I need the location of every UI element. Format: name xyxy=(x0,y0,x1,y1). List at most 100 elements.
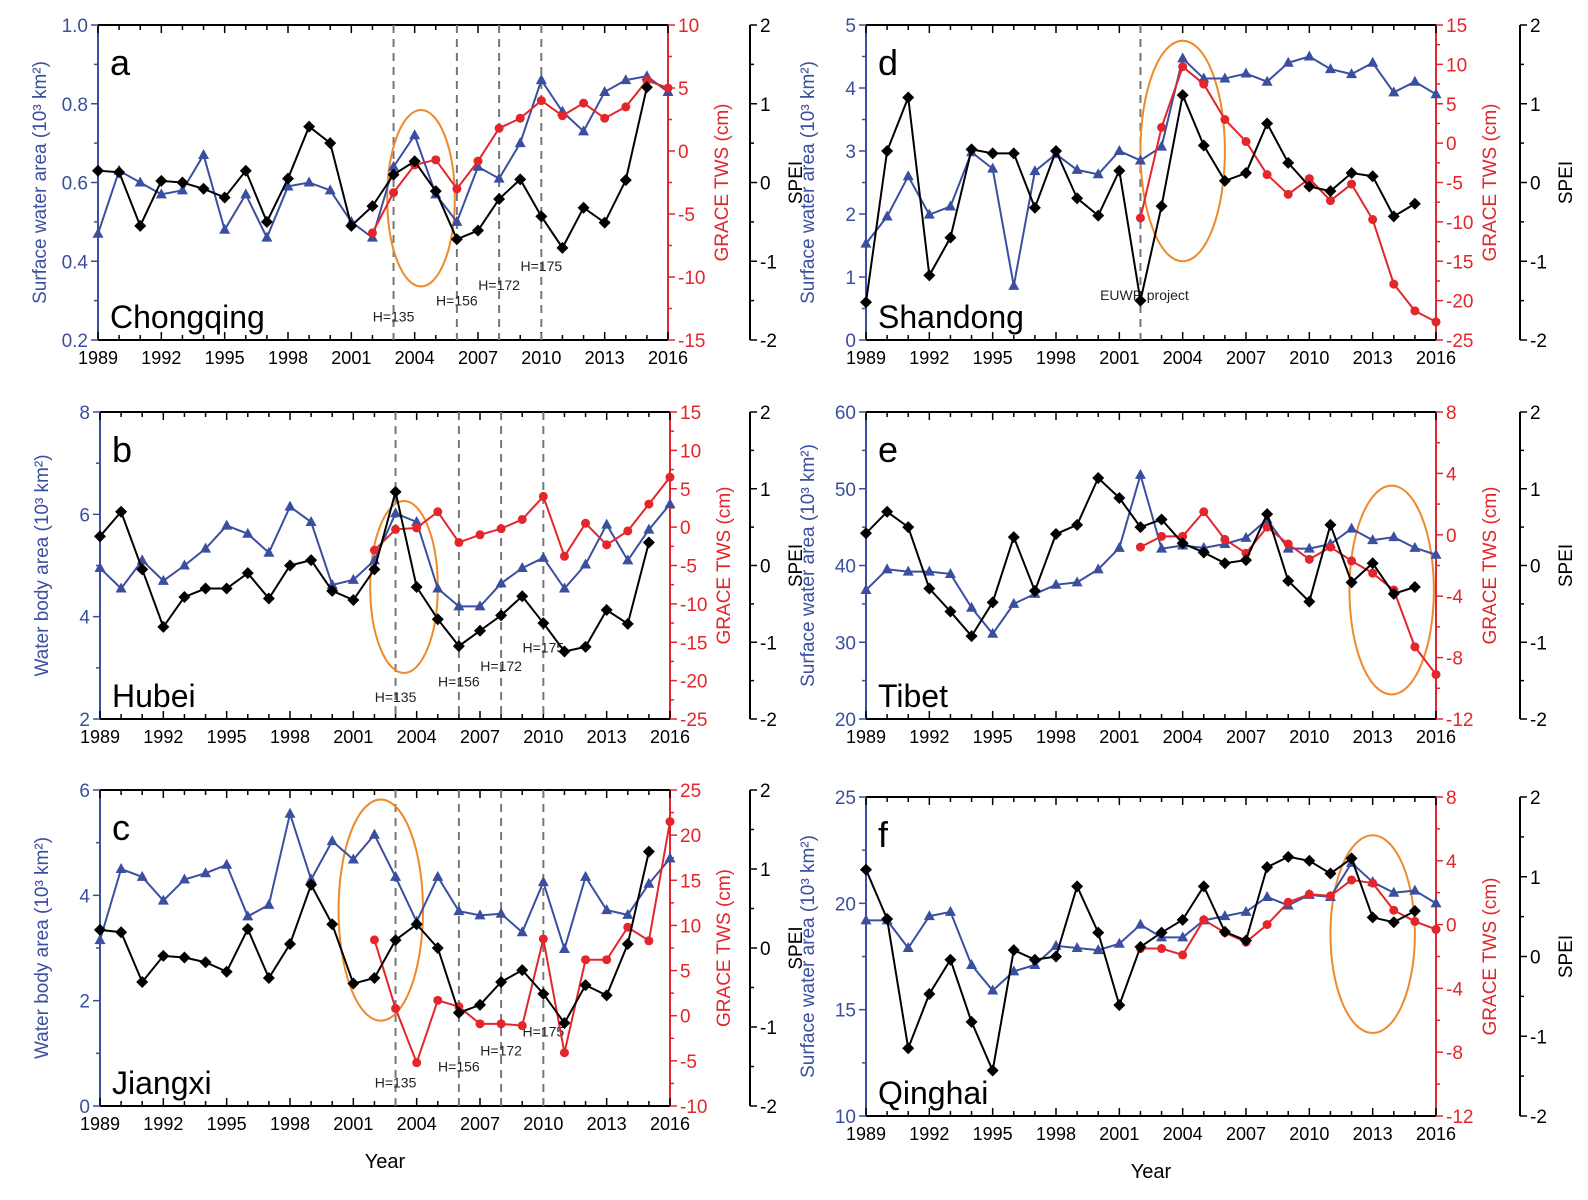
data-point-triangle xyxy=(643,523,655,534)
data-point-diamond xyxy=(387,168,400,181)
region-name: Jiangxi xyxy=(112,1065,212,1101)
data-point-diamond xyxy=(495,975,508,988)
x-tick-label: 2004 xyxy=(397,727,437,747)
panel-letter: e xyxy=(878,429,898,470)
data-point-circle xyxy=(1135,213,1145,223)
x-tick-label: 1992 xyxy=(143,727,183,747)
data-point-diamond xyxy=(621,938,634,951)
event-label: EUWR project xyxy=(1100,287,1189,303)
data-point-diamond xyxy=(157,949,170,962)
event-label: H=175 xyxy=(523,640,565,656)
panel-b: 1989 1992 1995 1998 2001 2004 2007 2010 2013 2016… xyxy=(32,403,807,747)
data-point-triangle xyxy=(368,828,380,839)
data-point-triangle xyxy=(923,910,935,921)
data-point-diamond xyxy=(1218,557,1231,570)
x-tick-label: 2007 xyxy=(1226,348,1266,368)
data-point-triangle xyxy=(451,215,463,226)
grace-y-tick-label: 15 xyxy=(680,871,701,892)
data-point-circle xyxy=(602,955,612,965)
x-tick-label: 2007 xyxy=(460,727,500,747)
spei-y-tick-label: 1 xyxy=(760,480,771,501)
data-point-circle xyxy=(1431,317,1441,327)
grace-y-tick-label: -20 xyxy=(1446,292,1473,313)
data-point-triangle xyxy=(472,160,484,171)
data-point-triangle xyxy=(1134,918,1146,929)
region-name: Tibet xyxy=(878,678,948,714)
data-point-diamond xyxy=(535,210,548,223)
data-point-triangle xyxy=(1008,279,1020,290)
data-point-diamond xyxy=(986,596,999,609)
x-tick-label: 1998 xyxy=(1036,1124,1076,1144)
data-point-diamond xyxy=(239,164,252,177)
data-point-diamond xyxy=(1028,584,1041,597)
data-point-circle xyxy=(433,507,443,517)
data-point-circle xyxy=(1178,531,1188,541)
event-label: H=175 xyxy=(523,1024,565,1040)
data-point-diamond xyxy=(155,174,168,187)
data-point-triangle xyxy=(1219,72,1231,83)
grace-y-tick-label: 0 xyxy=(680,518,691,539)
data-point-diamond xyxy=(1092,472,1105,485)
data-point-diamond xyxy=(1050,145,1062,157)
x-tick-label: 2013 xyxy=(1353,1124,1393,1144)
data-point-triangle xyxy=(923,565,935,576)
data-point-diamond xyxy=(1113,491,1126,504)
data-point-diamond xyxy=(881,505,894,518)
data-point-circle xyxy=(1347,875,1357,885)
data-point-diamond xyxy=(197,182,210,195)
grace-y-tick-label: 0 xyxy=(678,142,689,163)
data-point-triangle xyxy=(622,908,634,919)
highlight-ellipse xyxy=(386,109,456,288)
data-point-circle xyxy=(473,156,483,166)
data-point-circle xyxy=(1410,642,1420,652)
data-point-diamond xyxy=(1408,580,1421,593)
data-point-triangle xyxy=(664,498,676,509)
data-point-circle xyxy=(665,817,675,827)
data-point-triangle xyxy=(453,600,465,611)
data-point-circle xyxy=(1325,196,1335,206)
grace-y-tick-label: -10 xyxy=(680,1097,707,1118)
data-point-diamond xyxy=(452,640,465,653)
data-point-triangle xyxy=(200,867,212,878)
data-point-diamond xyxy=(1197,546,1210,559)
data-point-diamond xyxy=(1282,574,1295,587)
data-point-diamond xyxy=(326,918,339,931)
data-point-diamond xyxy=(1176,89,1189,102)
data-point-triangle xyxy=(157,574,169,585)
data-point-triangle xyxy=(1092,168,1104,179)
grace-y-tick-label: 0 xyxy=(1446,916,1457,937)
x-tick-label: 1998 xyxy=(1036,727,1076,747)
left-y-tick-label: 10 xyxy=(835,1107,856,1128)
grace-y-axis-title: GRACE TWS (cm) xyxy=(714,487,735,645)
data-point-circle xyxy=(1220,115,1230,124)
data-point-diamond xyxy=(368,563,381,576)
series-left xyxy=(94,498,676,611)
data-point-circle xyxy=(1241,137,1251,147)
left-y-tick-label: 4 xyxy=(79,608,90,629)
data-point-circle xyxy=(1304,174,1314,184)
data-point-circle xyxy=(621,102,631,112)
x-tick-label: 1995 xyxy=(973,348,1013,368)
data-point-diamond xyxy=(516,964,529,977)
grace-y-tick-label: 15 xyxy=(680,403,701,424)
panel-letter: f xyxy=(878,814,889,855)
data-point-triangle xyxy=(902,170,914,181)
data-point-diamond xyxy=(1282,850,1295,863)
data-point-diamond xyxy=(1218,174,1231,187)
left-y-axis-title: Water body area (10³ km²) xyxy=(32,837,53,1059)
data-point-diamond xyxy=(1071,192,1084,205)
highlight-ellipse xyxy=(1139,39,1226,263)
x-tick-label: 2007 xyxy=(1226,727,1266,747)
spei-y-tick-label: 0 xyxy=(760,174,771,195)
data-point-circle xyxy=(538,934,548,944)
left-y-tick-label: 25 xyxy=(835,788,856,809)
data-point-triangle xyxy=(1388,86,1400,97)
data-point-triangle xyxy=(1198,72,1210,83)
data-point-triangle xyxy=(347,573,359,584)
data-point-diamond xyxy=(176,176,189,189)
data-point-circle xyxy=(579,98,589,108)
x-tick-label: 2016 xyxy=(1416,1124,1456,1144)
data-point-diamond xyxy=(115,926,128,939)
data-point-diamond xyxy=(600,989,613,1002)
data-point-triangle xyxy=(305,873,317,884)
